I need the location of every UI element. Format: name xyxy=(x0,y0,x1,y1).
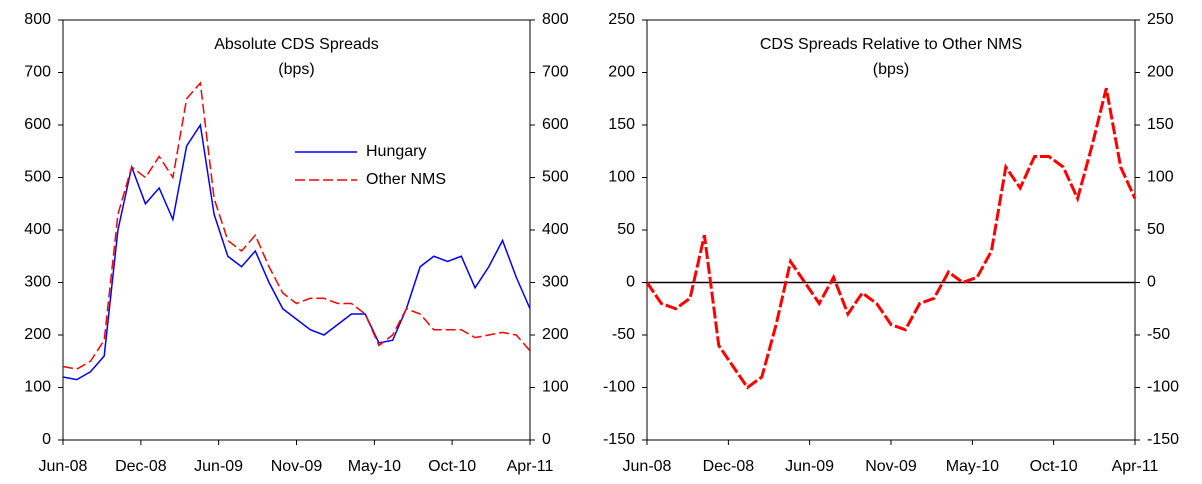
y2-tick-label: 100 xyxy=(542,379,569,396)
y-tick-label: -50 xyxy=(612,326,635,343)
y-tick-label: 500 xyxy=(24,169,51,186)
y-tick-label: 50 xyxy=(617,221,635,238)
y2-tick-label: -50 xyxy=(1147,326,1170,343)
y2-tick-label: 50 xyxy=(1147,221,1165,238)
y2-tick-label: 600 xyxy=(542,116,569,133)
y2-tick-label: 400 xyxy=(542,221,569,238)
y2-tick-label: 0 xyxy=(1147,274,1156,291)
y2-tick-label: -150 xyxy=(1147,431,1179,448)
y2-tick-label: 0 xyxy=(542,431,551,448)
x-tick-label: Nov-09 xyxy=(865,458,917,475)
y-tick-label: 400 xyxy=(24,221,51,238)
x-tick-label: Jun-08 xyxy=(623,458,672,475)
plot-frame xyxy=(62,19,531,441)
x-tick-label: May-10 xyxy=(348,458,401,475)
x-tick-label: Jun-09 xyxy=(194,458,243,475)
y-tick-label: 700 xyxy=(24,64,51,81)
y-tick-label: 800 xyxy=(24,11,51,28)
x-tick-label: Oct-10 xyxy=(428,458,476,475)
chart-title: CDS Spreads Relative to Other NMS xyxy=(760,36,1022,53)
y2-tick-label: 300 xyxy=(542,274,569,291)
y-tick-label: 0 xyxy=(42,431,51,448)
y-tick-label: 100 xyxy=(608,169,635,186)
y2-tick-label: 100 xyxy=(1147,169,1174,186)
y2-tick-label: 500 xyxy=(542,169,569,186)
y-tick-label: 100 xyxy=(24,379,51,396)
y-tick-label: 300 xyxy=(24,274,51,291)
chart-subtitle: (bps) xyxy=(278,61,314,78)
x-tick-label: Jun-08 xyxy=(39,458,88,475)
data-line xyxy=(645,87,1137,390)
chart-title: Absolute CDS Spreads xyxy=(214,36,379,53)
data-line xyxy=(62,122,531,381)
x-tick-label: May-10 xyxy=(946,458,999,475)
y-tick-label: 250 xyxy=(608,11,635,28)
data-line xyxy=(62,81,531,370)
y-tick-label: -100 xyxy=(603,379,635,396)
y-tick-label: -150 xyxy=(603,431,635,448)
plot-frame xyxy=(646,19,1136,441)
y-tick-label: 0 xyxy=(626,274,635,291)
y-tick-label: 600 xyxy=(24,116,51,133)
y2-tick-label: 150 xyxy=(1147,116,1174,133)
y2-tick-label: 700 xyxy=(542,64,569,81)
y-tick-label: 200 xyxy=(24,326,51,343)
y-tick-label: 200 xyxy=(608,64,635,81)
y-tick-label: 150 xyxy=(608,116,635,133)
x-tick-label: Nov-09 xyxy=(271,458,323,475)
y2-tick-label: 250 xyxy=(1147,11,1174,28)
chart-subtitle: (bps) xyxy=(873,61,909,78)
y2-tick-label: 200 xyxy=(542,326,569,343)
x-tick-label: Dec-08 xyxy=(703,458,755,475)
x-tick-label: Dec-08 xyxy=(115,458,167,475)
x-tick-label: Apr-11 xyxy=(1112,458,1159,475)
x-tick-label: Oct-10 xyxy=(1030,458,1078,475)
y2-tick-label: 200 xyxy=(1147,64,1174,81)
x-tick-label: Jun-09 xyxy=(785,458,834,475)
y2-tick-label: -100 xyxy=(1147,379,1179,396)
legend-label: Other NMS xyxy=(366,171,446,188)
x-tick-label: Apr-11 xyxy=(507,458,554,475)
y2-tick-label: 800 xyxy=(542,11,569,28)
legend-label: Hungary xyxy=(366,143,426,160)
